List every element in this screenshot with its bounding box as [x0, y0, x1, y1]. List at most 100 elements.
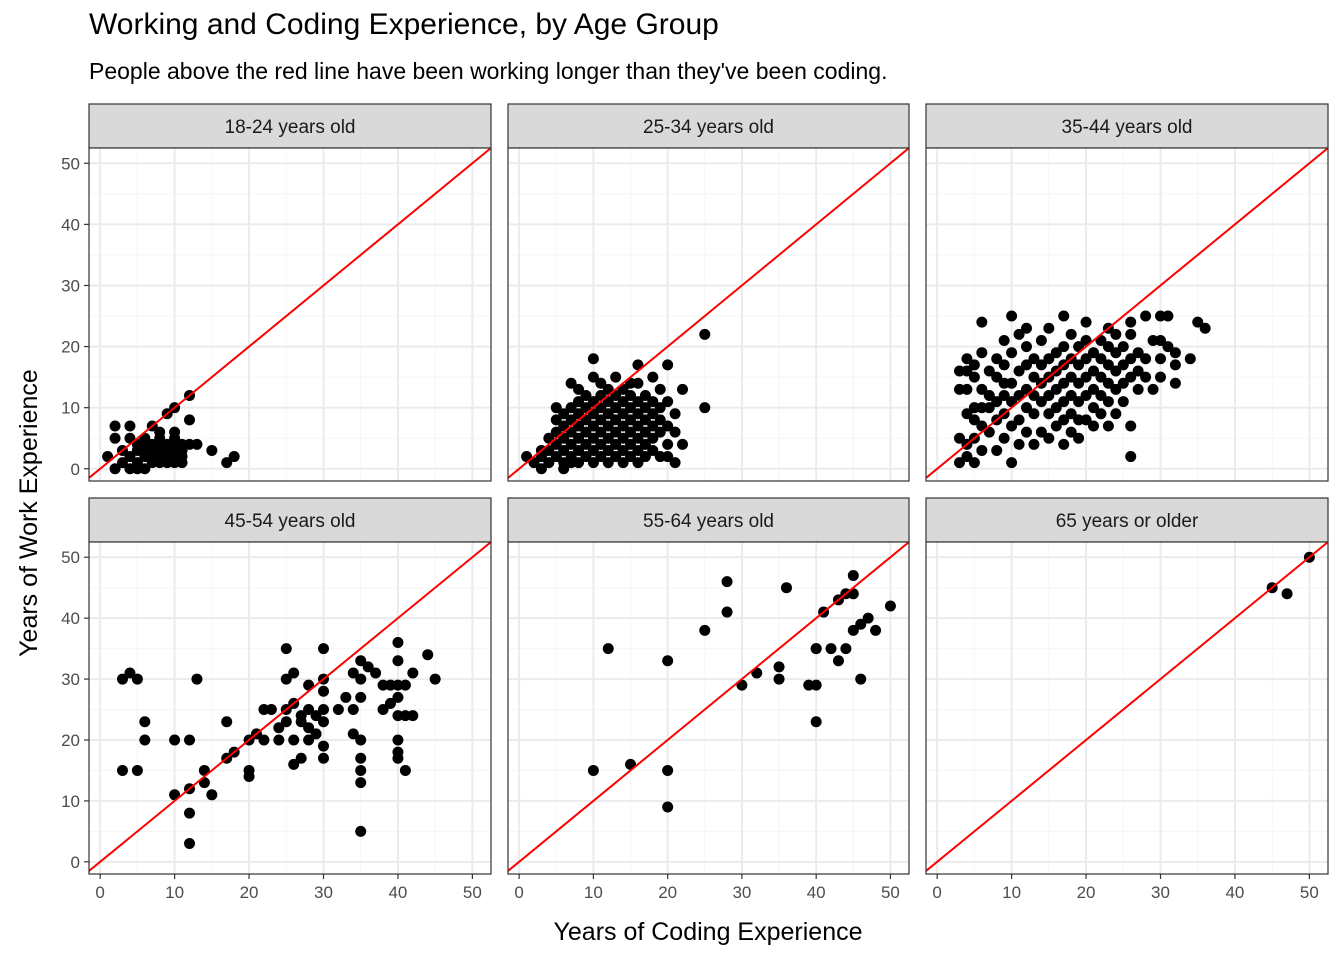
- data-point: [184, 414, 195, 426]
- data-point: [1043, 432, 1055, 444]
- data-point: [288, 667, 300, 679]
- data-point: [632, 377, 644, 389]
- x-tick-label: 0: [514, 883, 523, 902]
- data-point: [550, 451, 562, 463]
- data-point: [1132, 365, 1144, 377]
- data-point: [347, 728, 359, 740]
- data-point: [855, 618, 867, 630]
- data-point: [884, 600, 896, 612]
- data-point: [587, 353, 599, 365]
- data-point: [617, 420, 629, 432]
- data-point: [370, 667, 382, 679]
- data-point: [1184, 353, 1196, 365]
- points-group: [926, 542, 1328, 872]
- data-point: [573, 457, 585, 469]
- facet-panels: 18-24 years old 0 10 20 30 40 50 25-34 years ol…: [61, 103, 1329, 902]
- data-point: [968, 359, 980, 371]
- x-tick-label: 30: [1151, 883, 1170, 902]
- data-point: [1117, 396, 1129, 408]
- data-point: [632, 396, 644, 408]
- data-point: [1021, 322, 1032, 334]
- data-point: [407, 667, 419, 679]
- data-point: [392, 637, 404, 649]
- data-point: [550, 402, 562, 414]
- data-point: [1006, 310, 1018, 322]
- x-tick-label: 40: [1225, 883, 1244, 902]
- data-point: [832, 655, 844, 667]
- facet-label: 45-54 years old: [225, 511, 356, 532]
- data-point: [847, 624, 859, 636]
- data-point: [976, 316, 988, 328]
- reference-line: [926, 148, 1328, 479]
- data-point: [565, 377, 577, 389]
- y-tick-label: 30: [61, 670, 80, 689]
- data-point: [1073, 396, 1085, 408]
- data-point: [654, 402, 666, 414]
- data-point: [998, 334, 1010, 346]
- data-point: [991, 444, 1003, 456]
- data-point: [580, 438, 592, 450]
- data-point: [1125, 353, 1137, 365]
- data-point: [1095, 353, 1107, 365]
- data-point: [288, 734, 300, 746]
- facet-strip: [88, 497, 492, 543]
- data-point: [976, 347, 988, 359]
- data-point: [602, 457, 614, 469]
- data-point: [1095, 408, 1107, 420]
- data-point: [639, 402, 651, 414]
- data-point: [1088, 383, 1099, 395]
- facet-strip: [507, 497, 910, 543]
- data-point: [221, 457, 233, 469]
- data-point: [169, 426, 181, 438]
- data-point: [318, 704, 329, 716]
- x-axis-title: Years of Coding Experience: [554, 918, 863, 946]
- data-point: [318, 716, 329, 728]
- data-point: [625, 389, 637, 401]
- data-point: [1155, 334, 1166, 346]
- facet-panel: 18-24 years old 0 10 20 30 40 50: [61, 103, 492, 482]
- data-point: [1013, 365, 1025, 377]
- data-point: [318, 740, 329, 752]
- data-point: [632, 420, 644, 432]
- data-point: [954, 457, 965, 469]
- data-point: [273, 722, 285, 734]
- data-point: [998, 359, 1010, 371]
- points-group: [89, 542, 491, 872]
- data-point: [639, 426, 651, 438]
- data-point: [961, 451, 973, 463]
- data-point: [580, 426, 592, 438]
- data-point: [1088, 420, 1099, 432]
- data-point: [1169, 359, 1181, 371]
- data-point: [699, 624, 711, 636]
- x-tick-label: 40: [388, 883, 407, 902]
- data-point: [991, 353, 1003, 365]
- data-point: [1065, 328, 1077, 340]
- data-point: [1035, 426, 1047, 438]
- data-point: [961, 365, 973, 377]
- data-point: [407, 710, 419, 722]
- facet-strip: [507, 103, 910, 149]
- data-point: [258, 734, 270, 746]
- reference-line: [89, 148, 491, 479]
- data-point: [1192, 316, 1204, 328]
- data-point: [1021, 426, 1032, 438]
- data-point: [355, 764, 367, 776]
- data-point: [580, 451, 592, 463]
- data-point: [647, 396, 659, 408]
- data-point: [392, 746, 404, 758]
- data-point: [1073, 432, 1085, 444]
- data-point: [968, 371, 980, 383]
- data-point: [1058, 438, 1070, 450]
- data-point: [1117, 341, 1129, 353]
- data-point: [355, 691, 367, 703]
- data-point: [109, 432, 121, 444]
- data-point: [1050, 383, 1062, 395]
- data-point: [625, 451, 637, 463]
- data-point: [654, 383, 666, 395]
- data-point: [191, 438, 203, 450]
- data-point: [280, 673, 292, 685]
- reference-line: [508, 542, 909, 872]
- data-point: [543, 457, 555, 469]
- data-point: [1102, 377, 1114, 389]
- data-point: [558, 444, 570, 456]
